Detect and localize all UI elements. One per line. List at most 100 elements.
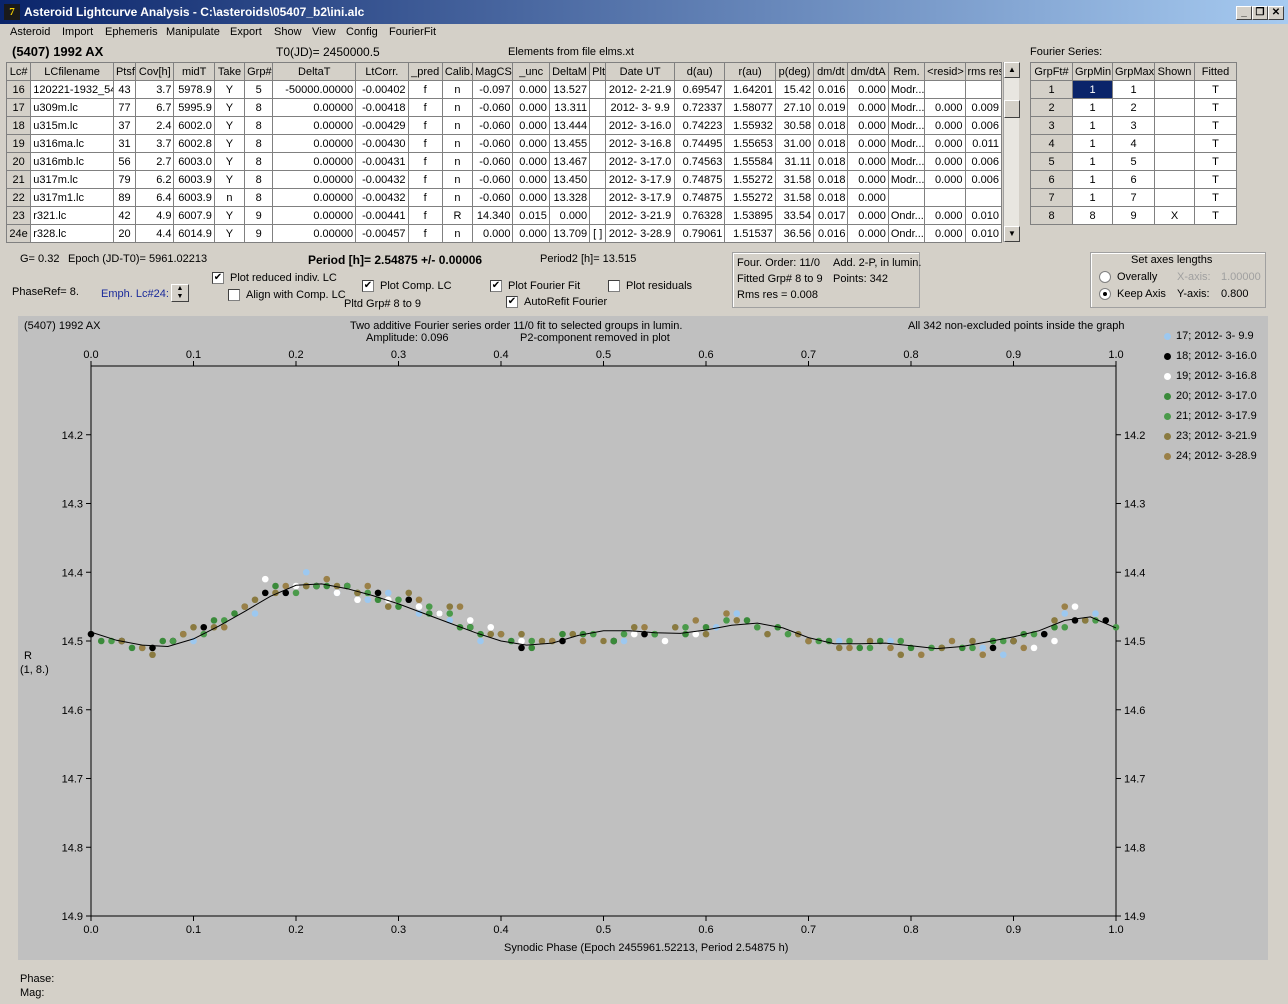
plot-comp-checkbox[interactable]: ✔ xyxy=(362,280,374,292)
lc-col-header[interactable]: r(au) xyxy=(724,62,776,81)
table-cell[interactable]: 43 xyxy=(112,80,137,99)
row-number[interactable]: 2 xyxy=(1030,98,1073,117)
table-cell[interactable]: 13.455 xyxy=(548,134,591,153)
table-cell[interactable]: Y xyxy=(213,224,246,243)
table-cell[interactable]: 79 xyxy=(112,170,137,189)
lc-col-header[interactable]: Date UT xyxy=(605,62,675,81)
table-cell[interactable]: 0.000 xyxy=(847,98,889,117)
table-cell[interactable]: 6003.9 xyxy=(173,170,215,189)
table-cell[interactable]: 0.018 xyxy=(813,188,849,207)
table-cell[interactable]: 42 xyxy=(112,206,137,225)
row-number[interactable]: 3 xyxy=(1030,116,1073,135)
table-cell[interactable]: 0.000 xyxy=(847,134,889,153)
table-cell[interactable] xyxy=(924,80,966,99)
table-cell[interactable]: -0.00441 xyxy=(355,206,409,225)
table-cell[interactable]: 0.74875 xyxy=(673,188,726,207)
table-cell[interactable] xyxy=(1154,80,1195,99)
table-cell[interactable]: 0.000 xyxy=(472,224,514,243)
table-cell[interactable]: 2 xyxy=(1112,98,1155,117)
table-cell[interactable]: 1.55653 xyxy=(724,134,776,153)
table-cell[interactable]: 8 xyxy=(244,98,274,117)
row-number[interactable]: 20 xyxy=(5,152,32,171)
table-cell[interactable]: 0.000 xyxy=(512,224,550,243)
table-cell[interactable] xyxy=(589,134,607,153)
lc-col-header[interactable]: LtCorr. xyxy=(355,62,409,81)
table-cell[interactable]: f xyxy=(407,152,443,171)
table-cell[interactable]: 0.000 xyxy=(924,224,966,243)
lc-col-header[interactable]: p(deg) xyxy=(774,62,815,81)
table-cell[interactable]: 0.018 xyxy=(813,116,849,135)
table-cell[interactable]: 1.55932 xyxy=(724,116,776,135)
row-number[interactable]: 7 xyxy=(1030,188,1073,207)
menu-asteroid[interactable]: Asteroid xyxy=(10,26,51,38)
table-cell[interactable]: 0.018 xyxy=(813,134,849,153)
table-cell[interactable]: 13.467 xyxy=(548,152,591,171)
table-cell[interactable]: Ondr... xyxy=(887,206,926,225)
menu-import[interactable]: Import xyxy=(62,26,94,38)
table-cell[interactable]: Y xyxy=(213,170,246,189)
table-cell[interactable]: Y xyxy=(213,98,246,117)
table-cell[interactable]: -0.00430 xyxy=(355,134,409,153)
table-cell[interactable]: -0.00432 xyxy=(355,170,409,189)
table-cell[interactable]: 0.79061 xyxy=(673,224,726,243)
table-cell[interactable]: 0.000 xyxy=(847,206,889,225)
table-cell[interactable]: 2.4 xyxy=(135,116,175,135)
table-cell[interactable]: -0.060 xyxy=(472,134,514,153)
table-cell[interactable]: 2012- 3-17.0 xyxy=(605,152,675,171)
table-cell[interactable]: 1 xyxy=(1112,80,1155,99)
table-cell[interactable]: 0.74563 xyxy=(673,152,726,171)
table-cell[interactable]: -0.060 xyxy=(472,152,514,171)
table-cell[interactable]: X xyxy=(1154,206,1195,225)
table-cell[interactable]: 89 xyxy=(112,188,137,207)
table-cell[interactable]: 1 xyxy=(1072,80,1113,99)
keep-axis-radio[interactable] xyxy=(1099,288,1111,300)
row-number[interactable]: 1 xyxy=(1030,80,1073,99)
table-cell[interactable]: n xyxy=(441,98,474,117)
menu-manipulate[interactable]: Manipulate xyxy=(166,26,220,38)
table-cell[interactable]: 0.011 xyxy=(964,134,1003,153)
table-cell[interactable]: 0.000 xyxy=(512,152,550,171)
lc-col-header[interactable]: DeltaM xyxy=(548,62,591,81)
table-cell[interactable]: 6.4 xyxy=(135,188,175,207)
table-cell[interactable]: 0.015 xyxy=(512,206,550,225)
table-cell[interactable]: 0.00000 xyxy=(272,206,357,225)
table-cell[interactable]: 1.58077 xyxy=(724,98,776,117)
table-cell[interactable]: f xyxy=(407,188,443,207)
table-cell[interactable]: 0.010 xyxy=(964,206,1003,225)
lightcurve-table-scrollbar[interactable]: ▲ ▼ xyxy=(1003,62,1020,242)
table-cell[interactable]: 13.527 xyxy=(548,80,591,99)
row-number[interactable]: 4 xyxy=(1030,134,1073,153)
table-cell[interactable]: 6002.8 xyxy=(173,134,215,153)
table-cell[interactable]: 5 xyxy=(1112,152,1155,171)
lc-col-header[interactable]: rms res xyxy=(964,62,1003,81)
table-cell[interactable]: 27.10 xyxy=(774,98,815,117)
table-cell[interactable]: T xyxy=(1194,80,1237,99)
plot-fourier-checkbox[interactable]: ✔ xyxy=(490,280,502,292)
table-cell[interactable]: 8 xyxy=(244,188,274,207)
table-cell[interactable]: T xyxy=(1194,152,1237,171)
table-cell[interactable]: u316mb.lc xyxy=(30,152,114,171)
table-cell[interactable] xyxy=(1154,170,1195,189)
table-cell[interactable]: 1.55272 xyxy=(724,170,776,189)
table-cell[interactable]: R xyxy=(441,206,474,225)
table-cell[interactable]: Y xyxy=(213,134,246,153)
table-row[interactable]: 19 u316ma.lc 31 3.7 6002.8 Y 8 0.00000 -0.00430 f… xyxy=(5,134,1003,153)
table-cell[interactable]: Modr... xyxy=(887,134,926,153)
table-cell[interactable]: f xyxy=(407,98,443,117)
table-cell[interactable]: T xyxy=(1194,170,1237,189)
table-cell[interactable]: f xyxy=(407,206,443,225)
table-cell[interactable]: 0.000 xyxy=(924,98,966,117)
table-cell[interactable] xyxy=(924,188,966,207)
table-cell[interactable]: 30.58 xyxy=(774,116,815,135)
table-cell[interactable]: -0.00418 xyxy=(355,98,409,117)
table-cell[interactable] xyxy=(589,116,607,135)
table-cell[interactable]: 14.340 xyxy=(472,206,514,225)
table-cell[interactable]: 0.000 xyxy=(924,116,966,135)
table-cell[interactable]: -0.060 xyxy=(472,98,514,117)
table-cell[interactable]: 8 xyxy=(244,170,274,189)
table-cell[interactable]: 8 xyxy=(1072,206,1113,225)
